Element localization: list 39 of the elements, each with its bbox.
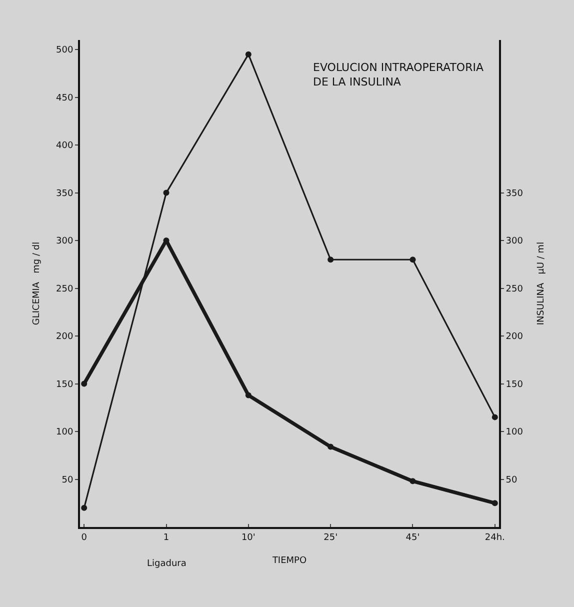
y-tick-label: 500	[56, 46, 74, 56]
point	[328, 444, 334, 450]
point	[81, 504, 88, 511]
y-tick-label: 150	[56, 380, 74, 390]
point	[81, 380, 88, 387]
text: EVOLUCION INTRAOPERATORIA DE LA INSULINA	[313, 61, 484, 88]
x-axis-title: TIEMPO	[271, 556, 307, 566]
x-tick-label: 10'	[241, 532, 256, 543]
y-axis-title: GLICEMIA mg / dl	[32, 242, 42, 326]
y-tick-label: 250	[56, 284, 74, 294]
y-tick-label: 50	[62, 475, 74, 486]
x-tick-label: 24h.	[484, 532, 505, 543]
y-tick-label: 350	[56, 188, 74, 199]
point	[245, 392, 252, 398]
y2-tick-label: 300	[506, 236, 524, 247]
point	[492, 414, 498, 420]
y-tick-label: 400	[56, 141, 74, 152]
y2-axis-title: INSULINA µU / ml	[536, 242, 547, 326]
y2-tick-label: 350	[506, 188, 524, 199]
y-tick-label: 100	[56, 428, 74, 438]
x-tick-label: 25'	[324, 532, 338, 543]
x-tick-label: 45'	[406, 532, 420, 543]
point	[492, 500, 498, 506]
x-tick-label: 0	[81, 532, 88, 543]
x-tick-label: 1	[163, 532, 170, 543]
point	[410, 256, 416, 263]
y2-tick-label: 200	[506, 332, 524, 342]
point	[410, 478, 416, 484]
y2-tick-label: 150	[506, 380, 524, 390]
y2-tick-label: 100	[506, 428, 524, 438]
y2-tick-label: 250	[506, 284, 524, 294]
point	[328, 256, 334, 263]
y2-tick-label: 50	[506, 475, 518, 486]
y-tick-label: 450	[56, 93, 74, 104]
text: Ligadura	[147, 559, 186, 569]
point	[245, 51, 252, 58]
point	[163, 190, 170, 196]
y-tick-label: 300	[56, 236, 74, 247]
y-tick-label: 200	[56, 332, 74, 342]
